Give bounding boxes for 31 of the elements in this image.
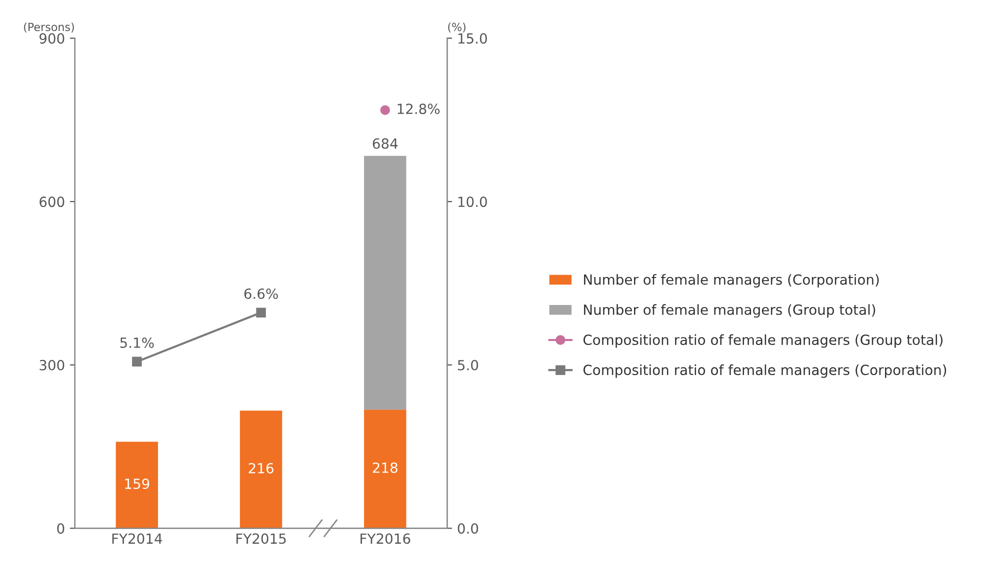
data-label: 216: [248, 462, 274, 474]
bar: [364, 410, 406, 528]
bar: [364, 156, 406, 410]
point: [256, 308, 266, 318]
total-label: 684: [372, 138, 398, 149]
y-tick-label: 900: [40, 33, 64, 44]
y2-tick-label: 15.0: [458, 33, 487, 44]
y2-axis-title: (%): [448, 22, 466, 32]
x-tick-label: FY2014: [112, 533, 162, 544]
bar: [240, 410, 282, 528]
point: [380, 105, 390, 115]
y-tick-label: 600: [40, 196, 64, 208]
x-tick-label: FY2015: [236, 533, 286, 544]
bar: [116, 442, 158, 528]
legend-label: Number of female managers (Corporation): [584, 274, 879, 288]
data-label: 218: [372, 462, 398, 473]
data-label: 12.8%: [398, 104, 440, 114]
y2-tick-label: 5.0: [458, 360, 478, 370]
data-label: 5.1%: [120, 337, 154, 348]
y-tick-label: 0: [57, 523, 64, 534]
data-label: 159: [125, 478, 150, 490]
legend-label: Composition ratio of female managers (Group total): [583, 334, 943, 348]
x-tick-label: FY2016: [360, 533, 410, 544]
y2-tick-label: 10.0: [458, 196, 487, 208]
data-label: 6.6%: [244, 288, 278, 299]
y-axis-title: (Persons): [24, 22, 74, 32]
y2-tick-label: 0.0: [458, 523, 478, 534]
y-tick-label: 300: [40, 360, 64, 370]
legend-label: Composition ratio of female managers (Corporation): [583, 364, 946, 378]
legend-label: Number of female managers (Group total): [584, 304, 876, 318]
point: [132, 356, 142, 367]
